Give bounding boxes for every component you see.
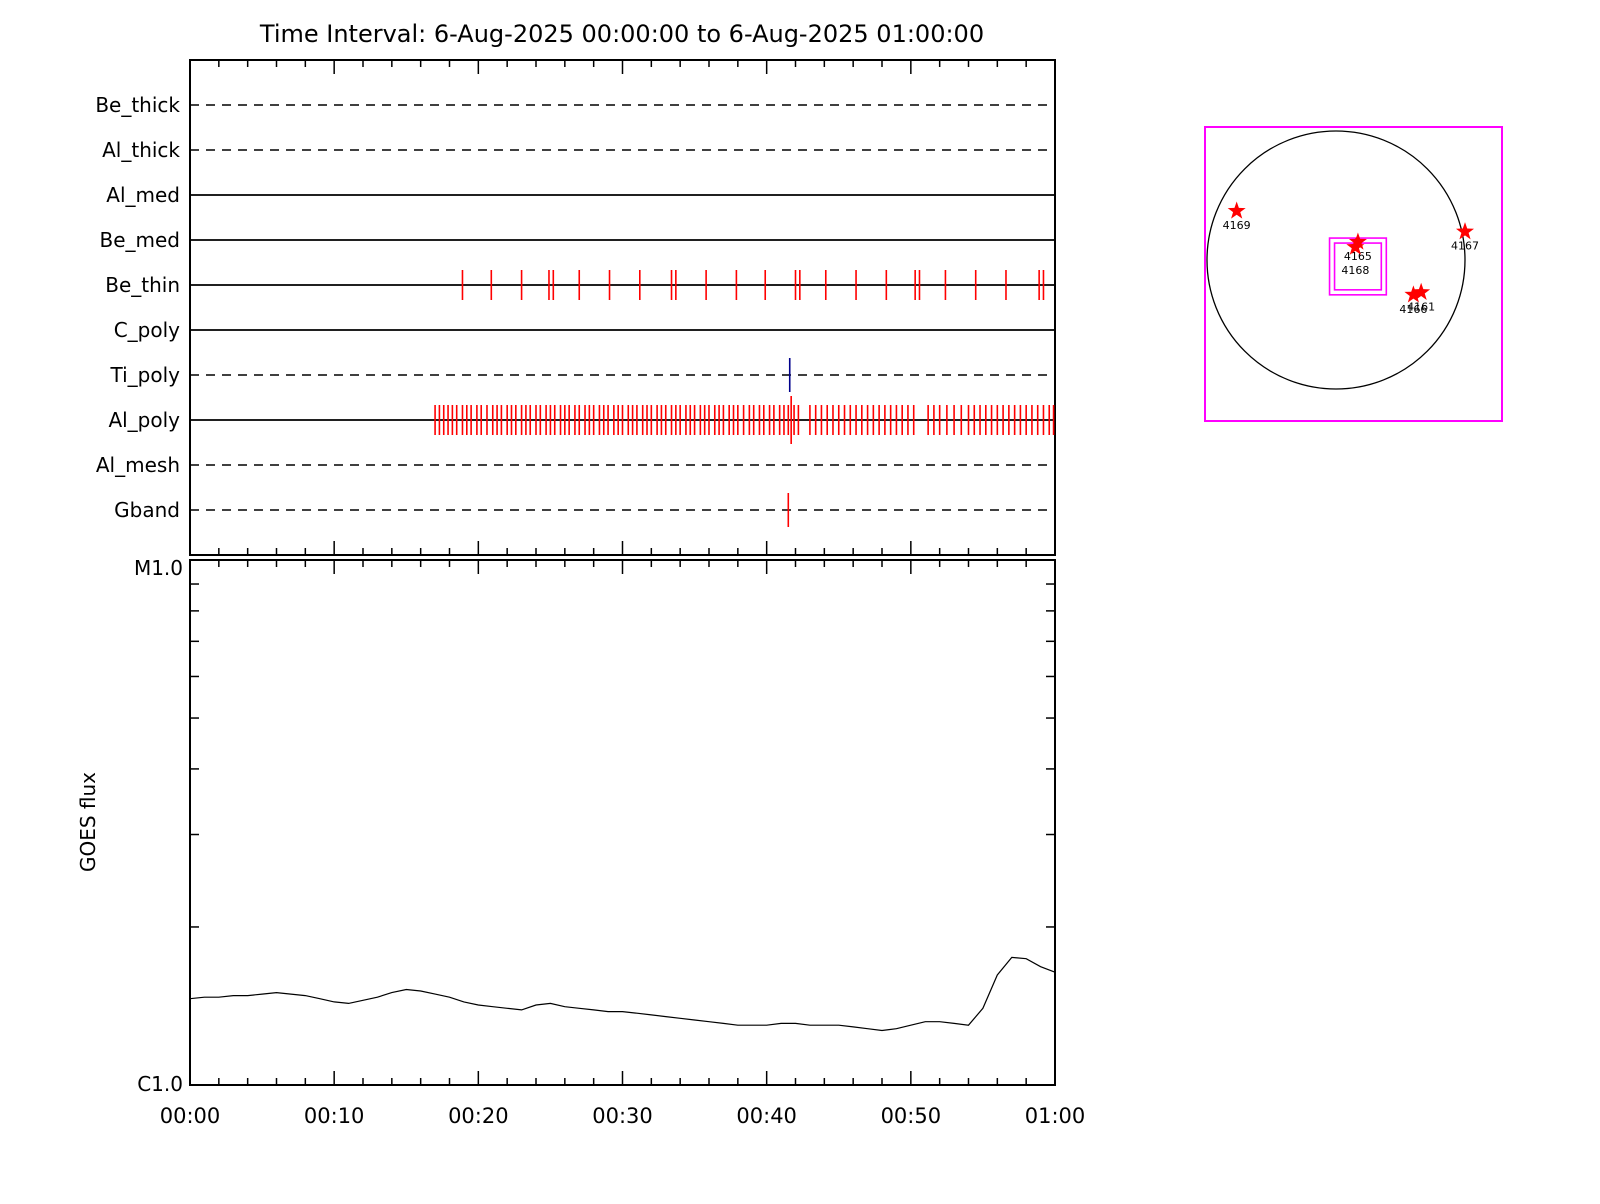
active-region-star-4167 [1456,222,1474,240]
active-region-star-4165 [1348,232,1367,250]
row-label-Al_mesh: Al_mesh [96,453,180,477]
row-label-Ti_poly: Ti_poly [110,363,181,387]
goes-y-bottom-label: C1.0 [137,1072,183,1096]
x-tick-label: 00:20 [448,1104,509,1128]
row-label-Al_poly: Al_poly [108,408,180,432]
goes-y-axis-label: GOES flux [76,772,100,872]
x-tick-label: 00:10 [304,1104,365,1128]
x-tick-label: 01:00 [1025,1104,1086,1128]
timeline-axis-ticks [189,60,1056,555]
row-label-Al_med: Al_med [106,183,180,207]
goes-flux-curve [189,956,1056,1032]
x-tick-label: 00:30 [592,1104,653,1128]
map-frame [1204,126,1503,422]
row-label-Gband: Gband [114,498,180,522]
goes-y-top-label: M1.0 [134,556,183,580]
active-region-label-4167: 4167 [1451,240,1479,253]
active-region-star-4168 [1346,237,1365,255]
goes-panel: GOES flux M1.0 C1.0 00:00 00:10 00:20 00:30… [76,556,1085,1128]
active-region-star-4166 [1404,285,1423,303]
goes-axis-ticks [189,560,1056,1085]
timeline-frame [189,59,1056,556]
row-label-Be_med: Be_med [99,228,180,252]
filter-row-labels: Be_thick Al_thick Al_med Be_med Be_thin C_pol… [95,93,180,522]
active-region-label-4168: 4168 [1341,264,1369,277]
row-label-C_poly: C_poly [114,318,180,342]
timeline-panel: Be_thick Al_thick Al_med Be_med Be_thin C_pol… [95,59,1056,556]
active-region-label-4166: 4166 [1399,303,1427,316]
plot-title: Time Interval: 6-Aug-2025 00:00:00 to 6-… [259,20,984,48]
row-label-Be_thin: Be_thin [105,273,180,297]
filter-row-lines [190,104,1055,511]
row-label-Al_thick: Al_thick [102,138,180,162]
goes-frame [189,559,1056,1086]
active-region-label-4169: 4169 [1223,219,1251,232]
exposure-tick-marks [434,270,1055,527]
x-tick-label: 00:00 [160,1104,221,1128]
active-region-label-4161: 4161 [1407,300,1435,313]
x-tick-label: 00:40 [736,1104,797,1128]
active-region-star-4161 [1412,282,1431,300]
goes-x-tick-labels: 00:00 00:10 00:20 00:30 00:40 00:50 01:00 [160,1104,1086,1128]
row-label-Be_thick: Be_thick [95,93,180,117]
active-region-star-4169 [1227,201,1246,219]
x-tick-label: 00:50 [881,1104,942,1128]
solar-limb-circle [1206,130,1466,390]
